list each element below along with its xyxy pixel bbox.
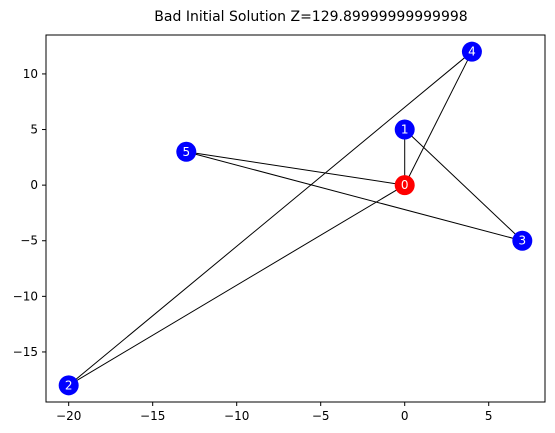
y-axis: −15 −10 −5 0 5 10 <box>13 67 46 359</box>
y-tick-label: −10 <box>13 289 38 303</box>
edges-layer <box>68 51 523 386</box>
node-2 <box>58 375 79 396</box>
x-tick-label: 5 <box>485 409 493 423</box>
chart-title: Bad Initial Solution Z=129.8999999999999… <box>154 9 467 25</box>
node-label-4: 4 <box>468 45 476 59</box>
node-0 <box>394 175 415 196</box>
edge-2-0 <box>68 184 405 386</box>
node-4 <box>461 41 482 62</box>
node-label-5: 5 <box>182 145 190 159</box>
y-tick-label: −5 <box>20 234 38 248</box>
node-1 <box>394 119 415 140</box>
edge-5-0 <box>186 151 405 186</box>
x-tick-label: −10 <box>224 409 249 423</box>
node-3 <box>512 230 533 251</box>
node-label-3: 3 <box>518 234 526 248</box>
x-tick-label: −5 <box>312 409 330 423</box>
y-tick-label: −15 <box>13 345 38 359</box>
edge-3-5 <box>186 151 523 242</box>
x-tick-label: −20 <box>56 409 81 423</box>
node-label-0: 0 <box>401 178 409 192</box>
y-tick-label: 10 <box>23 67 38 81</box>
node-5 <box>176 141 197 162</box>
nodes-layer: 0 1 2 3 4 5 <box>58 41 533 396</box>
edge-4-2 <box>68 51 473 386</box>
x-tick-label: 0 <box>401 409 409 423</box>
y-tick-label: 5 <box>30 123 38 137</box>
x-axis: −20 −15 −10 −5 0 5 <box>56 402 493 423</box>
plot-frame <box>45 34 546 403</box>
node-label-1: 1 <box>401 123 409 137</box>
node-label-2: 2 <box>65 378 73 392</box>
x-tick-label: −15 <box>140 409 165 423</box>
y-tick-label: 0 <box>30 178 38 192</box>
edge-1-3 <box>404 129 523 242</box>
edge-0-4 <box>404 51 473 186</box>
